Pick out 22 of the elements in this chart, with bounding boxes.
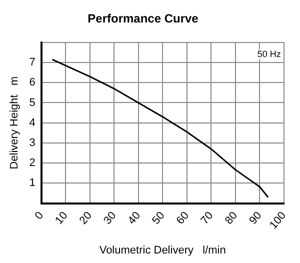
y-tick-label: 3 [29, 136, 36, 149]
y-tick-label: 7 [29, 56, 36, 69]
x-tick-label: 100 [268, 210, 289, 232]
x-tick-label: 90 [247, 210, 264, 227]
x-tick-label: 40 [126, 210, 143, 227]
x-tick-label: 60 [174, 210, 192, 227]
chart-title: Performance Curve [88, 12, 199, 26]
y-tick-label: 6 [29, 76, 36, 89]
x-tick-label: 70 [198, 210, 216, 227]
y-tick-label: 5 [29, 96, 36, 109]
x-axis-title: Volumetric Delivery l/min [99, 244, 226, 256]
y-tick-label: 2 [29, 157, 36, 170]
annotation: 50 Hz [257, 48, 282, 59]
y-tick-label: 1 [29, 177, 36, 190]
x-tick-label: 80 [222, 210, 240, 227]
x-tick-label: 10 [53, 210, 70, 227]
x-tick-label: 20 [77, 210, 94, 227]
x-tick-label: 0 [32, 210, 46, 222]
x-tick-label: 50 [150, 210, 168, 227]
x-tick-label: 30 [102, 210, 119, 227]
y-axis-title: Delivery Height m [8, 76, 21, 170]
y-tick-label: 4 [29, 116, 36, 129]
